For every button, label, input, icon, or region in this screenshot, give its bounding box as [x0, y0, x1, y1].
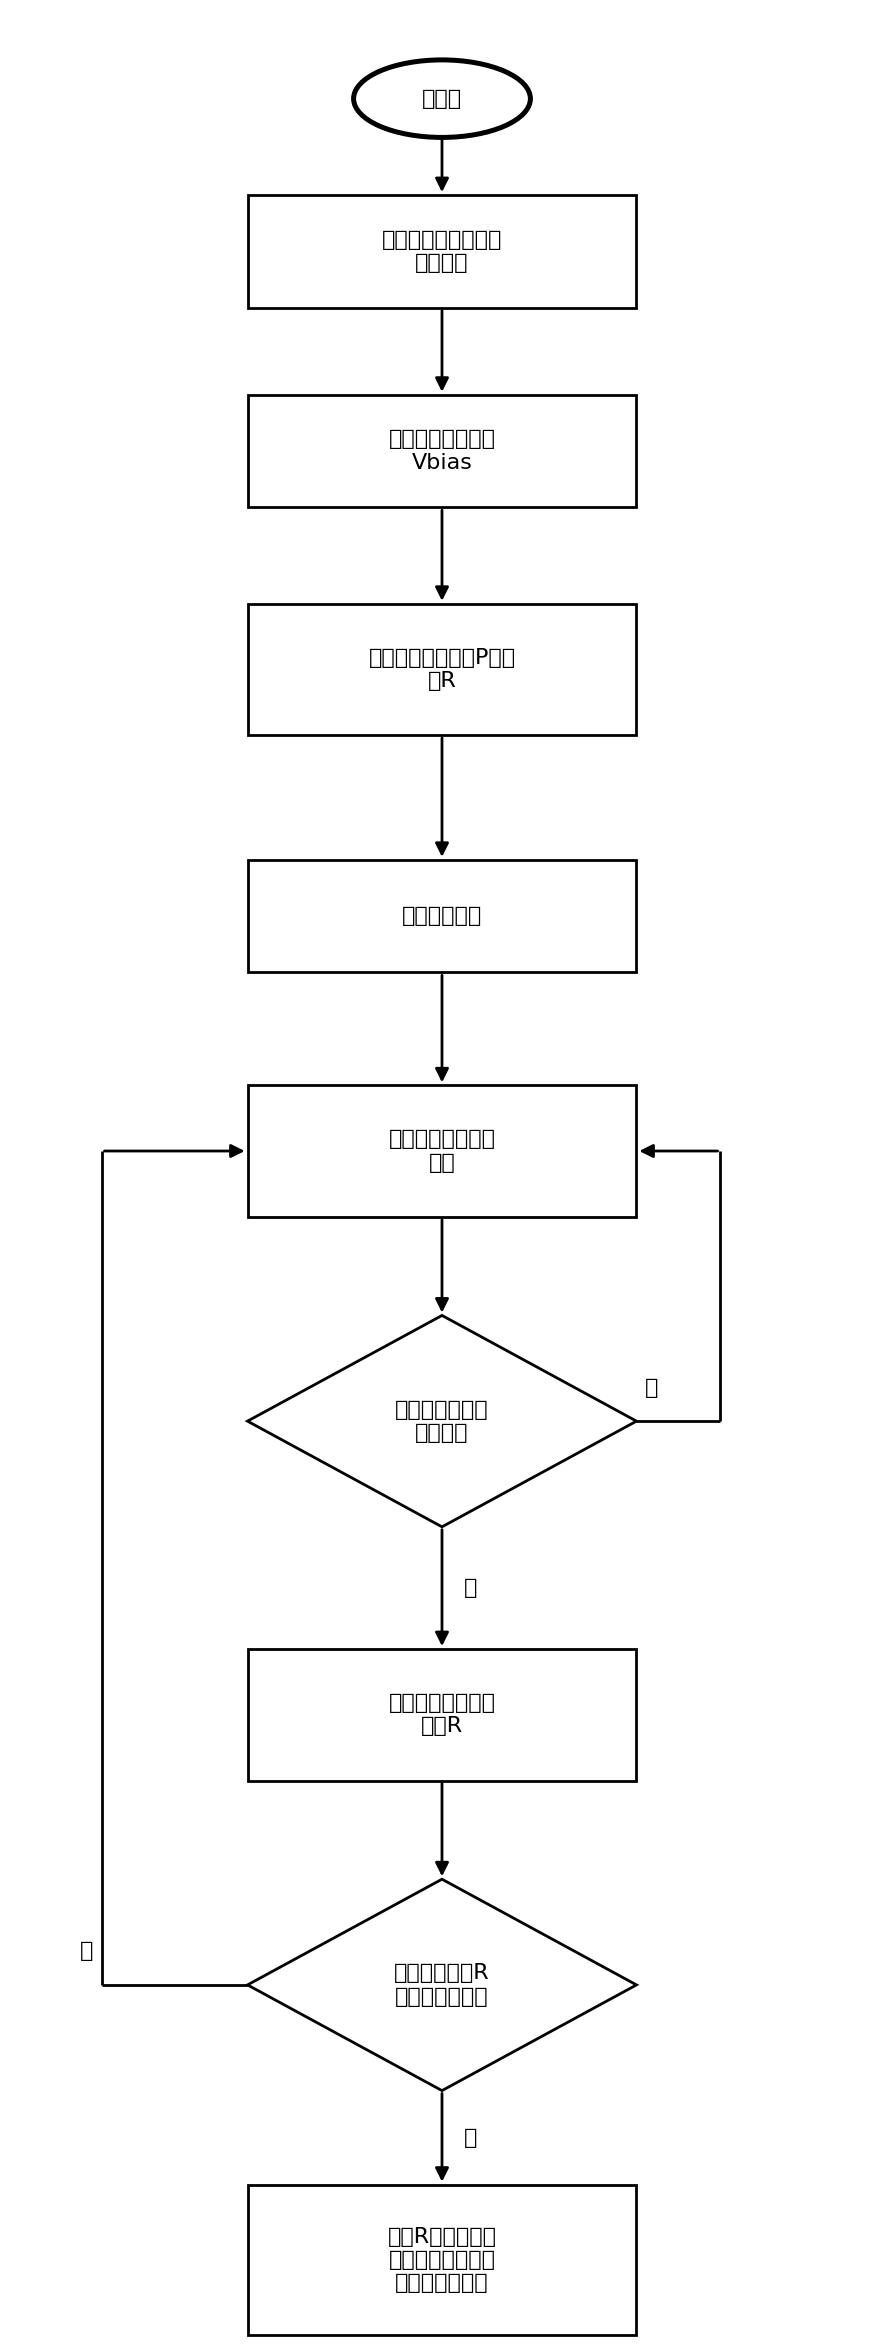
Text: 否: 否 [80, 1940, 93, 1961]
Text: 比较前后两次R
值是否发生变化: 比较前后两次R 值是否发生变化 [394, 1964, 490, 2006]
Text: 否: 否 [645, 1377, 659, 1398]
Text: 是: 是 [464, 2128, 477, 2147]
Bar [248, 604, 636, 735]
Text: 是: 是 [464, 1579, 477, 1597]
Bar [248, 860, 636, 972]
Bar [248, 1085, 636, 1217]
Text: 获取此时偏置点的
比值R: 获取此时偏置点的 比值R [388, 1694, 496, 1736]
Bar [248, 395, 636, 507]
Text: 获取初始化光功率P及比
值R: 获取初始化光功率P及比 值R [369, 648, 515, 691]
Bar [248, 1649, 636, 1781]
Bar [248, 2185, 636, 2335]
Bar [248, 195, 636, 308]
Text: 根据R值和偏置电
压的关系图得到补
偿电压进行调整: 根据R值和偏置电 压的关系图得到补 偿电压进行调整 [387, 2227, 497, 2293]
Text: 判断光功率是否
发生变化: 判断光功率是否 发生变化 [395, 1400, 489, 1442]
Text: 加入抖动信号: 加入抖动信号 [402, 907, 482, 926]
Text: 检测此时的输出光
功率: 检测此时的输出光 功率 [388, 1130, 496, 1172]
Text: 设置输入偏置电压
Vbias: 设置输入偏置电压 Vbias [388, 430, 496, 472]
Text: 扫描转换曲线，得到
转换曲线: 扫描转换曲线，得到 转换曲线 [382, 230, 502, 272]
Text: 初始化: 初始化 [422, 89, 462, 108]
